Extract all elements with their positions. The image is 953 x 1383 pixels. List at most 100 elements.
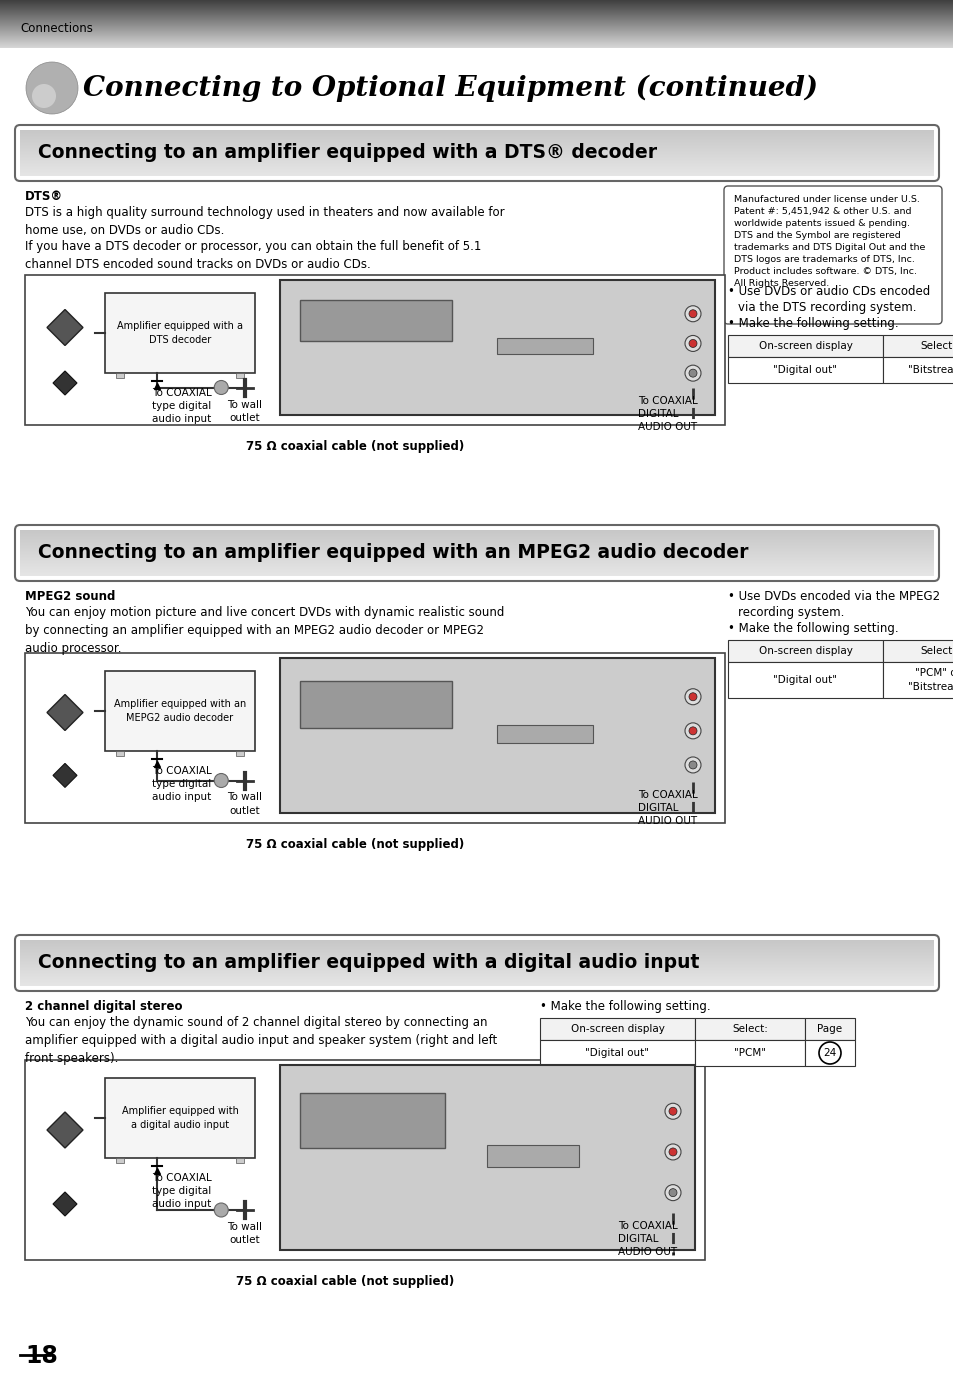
Bar	[105, 671, 254, 751]
Circle shape	[664, 1185, 680, 1200]
Polygon shape	[53, 763, 77, 787]
Bar	[280, 279, 714, 415]
Bar	[804, 1018, 854, 1040]
Polygon shape	[53, 1192, 77, 1216]
Circle shape	[688, 761, 697, 769]
Circle shape	[214, 380, 228, 394]
Text: Select:: Select:	[919, 342, 953, 351]
Text: To COAXIAL
type digital
audio input: To COAXIAL type digital audio input	[152, 1173, 212, 1209]
Text: To wall
outlet: To wall outlet	[227, 1223, 262, 1245]
Bar	[25, 275, 724, 425]
Text: 75 Ω coaxial cable (not supplied): 75 Ω coaxial cable (not supplied)	[246, 838, 464, 851]
Text: recording system.: recording system.	[738, 606, 843, 620]
Text: Manufactured under license under U.S.
Patent #: 5,451,942 & other U.S. and
world: Manufactured under license under U.S. Pa…	[733, 195, 924, 288]
Polygon shape	[47, 1112, 83, 1148]
Text: Connecting to an amplifier equipped with an MPEG2 audio decoder: Connecting to an amplifier equipped with…	[38, 544, 748, 563]
Bar	[882, 335, 953, 357]
Text: Connecting to an amplifier equipped with a DTS® decoder: Connecting to an amplifier equipped with…	[38, 144, 657, 162]
Text: 24: 24	[822, 1048, 836, 1058]
Text: On-screen display: On-screen display	[758, 646, 852, 656]
Text: To wall
outlet: To wall outlet	[227, 400, 262, 423]
Text: 75 Ω coaxial cable (not supplied): 75 Ω coaxial cable (not supplied)	[246, 440, 464, 454]
Text: "Digital out": "Digital out"	[773, 365, 837, 375]
Polygon shape	[53, 371, 77, 396]
Bar	[235, 373, 244, 378]
Text: To wall
outlet: To wall outlet	[227, 792, 262, 816]
Text: Page: Page	[817, 1023, 841, 1034]
Circle shape	[664, 1104, 680, 1119]
Text: DTS®: DTS®	[25, 189, 63, 203]
Circle shape	[214, 773, 228, 787]
Circle shape	[688, 369, 697, 378]
Bar	[882, 640, 953, 662]
Text: 18: 18	[25, 1344, 58, 1368]
Circle shape	[668, 1148, 677, 1156]
Bar	[727, 662, 882, 698]
Circle shape	[668, 1188, 677, 1196]
Circle shape	[32, 84, 56, 108]
Bar	[25, 653, 724, 823]
Text: Connections: Connections	[20, 22, 92, 35]
Text: DTS is a high quality surround technology used in theaters and now available for: DTS is a high quality surround technolog…	[25, 206, 504, 236]
Text: "PCM": "PCM"	[733, 1048, 765, 1058]
Circle shape	[688, 727, 697, 734]
Text: • Make the following setting.: • Make the following setting.	[727, 622, 898, 635]
Bar	[727, 357, 882, 383]
Text: Select:: Select:	[919, 646, 953, 656]
Text: To COAXIAL
type digital
audio input: To COAXIAL type digital audio input	[152, 766, 212, 802]
Text: "PCM" or
"Bitstream": "PCM" or "Bitstream"	[907, 668, 953, 692]
Circle shape	[818, 1041, 841, 1064]
Text: via the DTS recording system.: via the DTS recording system.	[738, 301, 916, 314]
Circle shape	[214, 1203, 228, 1217]
Text: On-screen display: On-screen display	[758, 342, 852, 351]
Text: To COAXIAL
DIGITAL
AUDIO OUT: To COAXIAL DIGITAL AUDIO OUT	[638, 790, 697, 827]
Bar	[539, 1018, 695, 1040]
Bar	[695, 1040, 804, 1066]
Text: "Bitstream": "Bitstream"	[907, 365, 953, 375]
Circle shape	[684, 336, 700, 351]
Text: Select:: Select:	[731, 1023, 767, 1034]
Bar	[882, 662, 953, 698]
Bar	[727, 335, 882, 357]
Bar	[882, 357, 953, 383]
Bar	[235, 751, 244, 757]
Circle shape	[688, 310, 697, 318]
FancyBboxPatch shape	[723, 185, 941, 324]
Text: • Make the following setting.: • Make the following setting.	[727, 317, 898, 331]
Text: If you have a DTS decoder or processor, you can obtain the full benefit of 5.1
c: If you have a DTS decoder or processor, …	[25, 241, 481, 271]
Bar	[25, 1059, 704, 1260]
Text: • Use DVDs or audio CDs encoded: • Use DVDs or audio CDs encoded	[727, 285, 929, 297]
Bar	[116, 751, 124, 757]
Bar	[727, 640, 882, 662]
Circle shape	[684, 365, 700, 382]
Bar	[280, 658, 714, 813]
Text: "Digital out": "Digital out"	[773, 675, 837, 685]
Text: Amplifier equipped with a
DTS decoder: Amplifier equipped with a DTS decoder	[117, 321, 243, 344]
Bar	[497, 725, 593, 743]
Text: Amplifier equipped with an
MEPG2 audio decoder: Amplifier equipped with an MEPG2 audio d…	[113, 700, 246, 722]
Circle shape	[688, 693, 697, 701]
Circle shape	[684, 689, 700, 705]
Text: You can enjoy the dynamic sound of 2 channel digital stereo by connecting an
amp: You can enjoy the dynamic sound of 2 cha…	[25, 1017, 497, 1065]
Text: 2 channel digital stereo: 2 channel digital stereo	[25, 1000, 182, 1012]
Bar	[487, 1145, 578, 1167]
Text: • Use DVDs encoded via the MPEG2: • Use DVDs encoded via the MPEG2	[727, 591, 939, 603]
Text: Amplifier equipped with
a digital audio input: Amplifier equipped with a digital audio …	[121, 1106, 238, 1130]
Circle shape	[26, 62, 78, 113]
Polygon shape	[47, 310, 83, 346]
Bar	[539, 1040, 695, 1066]
Text: • Make the following setting.: • Make the following setting.	[539, 1000, 710, 1012]
Bar	[299, 300, 452, 340]
Bar	[695, 1018, 804, 1040]
Circle shape	[684, 306, 700, 322]
Text: "Digital out": "Digital out"	[585, 1048, 649, 1058]
Bar	[105, 1077, 254, 1158]
Circle shape	[684, 757, 700, 773]
Bar	[299, 1093, 445, 1148]
Bar	[299, 682, 452, 727]
Bar	[235, 1158, 244, 1163]
Text: Connecting to an amplifier equipped with a digital audio input: Connecting to an amplifier equipped with…	[38, 953, 699, 972]
Text: To COAXIAL
type digital
audio input: To COAXIAL type digital audio input	[152, 389, 212, 425]
Text: To COAXIAL
DIGITAL
AUDIO OUT: To COAXIAL DIGITAL AUDIO OUT	[618, 1221, 677, 1257]
Circle shape	[664, 1144, 680, 1160]
